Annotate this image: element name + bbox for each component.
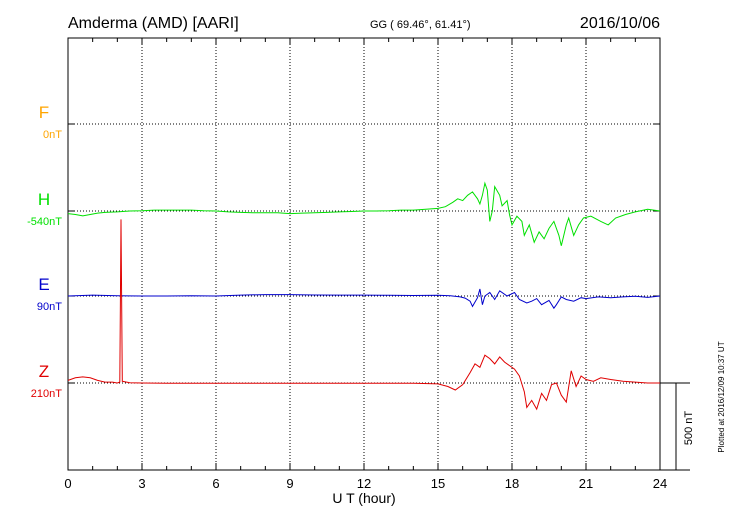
series-line-h (67, 181, 661, 246)
x-tick-label: 18 (505, 476, 519, 491)
x-axis-label: U T (hour) (332, 490, 395, 506)
x-tick-label: 3 (138, 476, 145, 491)
component-letter-z: Z (39, 362, 49, 381)
series-line-e (67, 288, 661, 310)
component-labels: F 0nT H -540nT E 90nT Z 210nT (27, 103, 62, 400)
series-line-z (67, 219, 660, 411)
grid-lines (141, 38, 587, 470)
component-letter-f: F (39, 103, 49, 122)
component-letter-e: E (38, 275, 49, 294)
x-tick-label: 24 (653, 476, 667, 491)
component-baseline-h: -540nT (27, 216, 62, 228)
station-coordinates: GG ( 69.46°, 61.41°) (370, 19, 471, 31)
plotted-timestamp: Plotted at 2016/12/09 10:37 UT (717, 341, 726, 452)
x-tick-label: 9 (286, 476, 293, 491)
x-tick-label: 6 (212, 476, 219, 491)
scale-bar-label: 500 nT (683, 411, 695, 446)
component-letter-h: H (38, 190, 50, 209)
x-tick-label: 12 (357, 476, 371, 491)
x-tick-label: 15 (431, 476, 445, 491)
axis-ticks: 0 3 6 9 12 15 18 21 24 (64, 38, 667, 491)
plot-date: 2016/10/06 (580, 15, 660, 32)
series-lines (67, 181, 661, 411)
x-tick-label: 0 (64, 476, 71, 491)
component-baseline-z: 210nT (31, 388, 62, 400)
x-tick-label: 21 (579, 476, 593, 491)
station-title: Amderma (AMD) [AARI] (68, 15, 239, 32)
component-baseline-e: 90nT (37, 301, 62, 313)
scale-bar: 500 nT (660, 382, 695, 471)
component-baseline-f: 0nT (43, 129, 62, 141)
